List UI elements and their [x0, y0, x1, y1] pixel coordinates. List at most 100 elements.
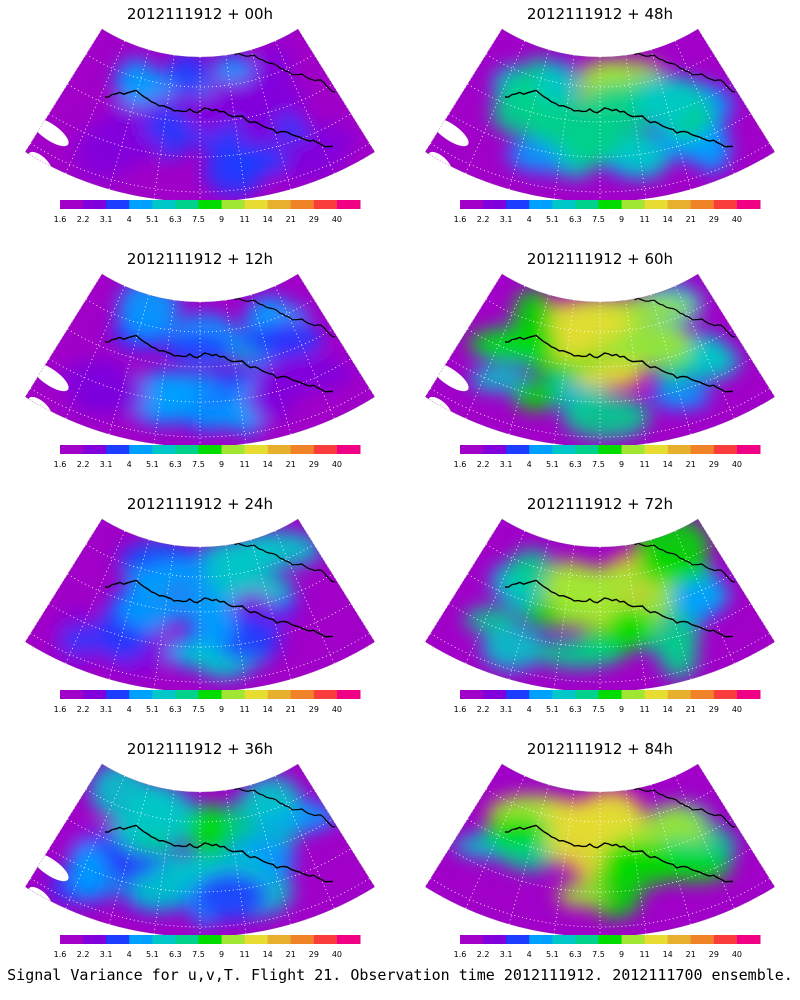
colorbar-swatch	[598, 690, 623, 699]
colorbar-label: 11	[640, 705, 650, 714]
colorbar-swatch	[644, 935, 669, 944]
colorbar-swatch	[598, 445, 623, 454]
colorbar-swatch	[290, 445, 315, 454]
colorbar-swatch	[598, 935, 623, 944]
colorbar-swatch	[552, 445, 576, 454]
colorbar-swatch	[267, 200, 292, 209]
colorbar-swatch	[506, 200, 530, 209]
colorbar-label: 5.1	[546, 460, 559, 469]
map-panel: 2012111912 + 84h 1.6 2.2 3.1 4 5.1 6.3 7.5 9 11 14…	[400, 735, 800, 980]
colorbar-label: 14	[663, 950, 673, 959]
colorbar-swatch	[736, 200, 761, 209]
colorbar-label: 40	[332, 460, 342, 469]
map-panel: 2012111912 + 60h 1.6 2.2 3.1 4 5.1 6.3 7.5 9 11 14…	[400, 245, 800, 490]
colorbar-label: 21	[686, 950, 696, 959]
colorbar-label: 29	[309, 215, 319, 224]
colorbar-label: 9	[219, 460, 224, 469]
colorbar-swatch	[152, 935, 176, 944]
colorbar-label: 29	[309, 950, 319, 959]
colorbar-label: 7.5	[192, 460, 205, 469]
colorbar-label: 1.6	[454, 950, 467, 959]
colorbar-label: 9	[619, 215, 624, 224]
colorbar-label: 21	[686, 705, 696, 714]
colorbar-swatch	[106, 690, 130, 699]
colorbar-swatch	[713, 935, 738, 944]
colorbar-label: 1.6	[54, 950, 67, 959]
colorbar-label: 6.3	[169, 215, 182, 224]
colorbar-swatch	[529, 200, 553, 209]
colorbar-swatch	[198, 445, 223, 454]
colorbar-swatch	[267, 690, 292, 699]
colorbar-label: 21	[286, 460, 296, 469]
colorbar-swatch	[644, 445, 669, 454]
colorbar-label: 29	[709, 215, 719, 224]
colorbar-swatch	[106, 935, 130, 944]
colorbar-label: 1.6	[454, 460, 467, 469]
variance-map	[424, 763, 776, 935]
colorbar-label: 5.1	[546, 215, 559, 224]
colorbar-label: 14	[263, 460, 273, 469]
colorbar-label: 21	[686, 215, 696, 224]
colorbar-swatch	[575, 200, 599, 209]
colorbar-swatch	[483, 445, 507, 454]
panel-title: 2012111912 + 12h	[126, 250, 274, 268]
colorbar-label: 5.1	[546, 950, 559, 959]
colorbar-label: 11	[640, 950, 650, 959]
colorbar-swatch	[506, 445, 530, 454]
colorbar-label: 11	[640, 215, 650, 224]
colorbar-label: 6.3	[569, 460, 582, 469]
colorbar-swatch	[175, 690, 199, 699]
colorbar-swatch	[60, 445, 84, 454]
colorbar-swatch	[129, 935, 153, 944]
colorbar-label: 5.1	[146, 950, 159, 959]
colorbar-label: 7.5	[592, 460, 605, 469]
colorbar-label: 14	[663, 215, 673, 224]
colorbar-label: 2.2	[77, 460, 90, 469]
colorbar-swatch	[267, 445, 292, 454]
colorbar-swatch	[575, 935, 599, 944]
panel-title: 2012111912 + 84h	[526, 740, 674, 758]
colorbar-swatch	[60, 935, 84, 944]
colorbar-swatch	[575, 690, 599, 699]
colorbar-label: 9	[219, 950, 224, 959]
colorbar-swatch	[60, 690, 84, 699]
colorbar-label: 7.5	[592, 705, 605, 714]
colorbar-swatch	[667, 445, 692, 454]
colorbar-label: 14	[263, 950, 273, 959]
colorbar-swatch	[713, 690, 738, 699]
colorbar-swatch	[552, 935, 576, 944]
colorbar-label: 40	[332, 705, 342, 714]
colorbar-swatch	[83, 200, 107, 209]
variance-map	[24, 763, 376, 935]
colorbar-swatch	[221, 690, 246, 699]
colorbar-label: 2.2	[477, 705, 490, 714]
variance-map	[424, 28, 776, 200]
colorbar-swatch	[460, 445, 484, 454]
colorbar-swatch	[690, 690, 715, 699]
colorbar-label: 9	[619, 950, 624, 959]
colorbar-swatch	[175, 445, 199, 454]
colorbar: 1.6 2.2 3.1 4 5.1 6.3 7.5 9 11 14 21 29 40	[54, 445, 361, 469]
colorbar-swatch	[506, 690, 530, 699]
map-panel: 2012111912 + 72h 1.6 2.2 3.1 4 5.1 6.3 7.5 9 11 14…	[400, 490, 800, 735]
colorbar: 1.6 2.2 3.1 4 5.1 6.3 7.5 9 11 14 21 29 40	[54, 690, 361, 714]
colorbar: 1.6 2.2 3.1 4 5.1 6.3 7.5 9 11 14 21 29 40	[454, 935, 761, 959]
colorbar-swatch	[313, 200, 338, 209]
panel-title: 2012111912 + 00h	[126, 5, 274, 23]
colorbar-swatch	[244, 935, 269, 944]
colorbar: 1.6 2.2 3.1 4 5.1 6.3 7.5 9 11 14 21 29 40	[454, 200, 761, 224]
colorbar-label: 5.1	[546, 705, 559, 714]
colorbar-swatch	[575, 445, 599, 454]
colorbar-label: 4	[527, 950, 532, 959]
map-panel: 2012111912 + 36h 1.6 2.2 3.1 4 5.1 6.3 7.5 9 11 14…	[0, 735, 400, 980]
colorbar-label: 11	[240, 460, 250, 469]
colorbar-swatch	[313, 445, 338, 454]
colorbar-swatch	[736, 690, 761, 699]
colorbar-label: 21	[286, 215, 296, 224]
colorbar-swatch	[552, 690, 576, 699]
colorbar-label: 3.1	[500, 705, 513, 714]
colorbar-swatch	[290, 690, 315, 699]
colorbar-label: 11	[240, 950, 250, 959]
colorbar-swatch	[244, 690, 269, 699]
colorbar-label: 6.3	[169, 950, 182, 959]
